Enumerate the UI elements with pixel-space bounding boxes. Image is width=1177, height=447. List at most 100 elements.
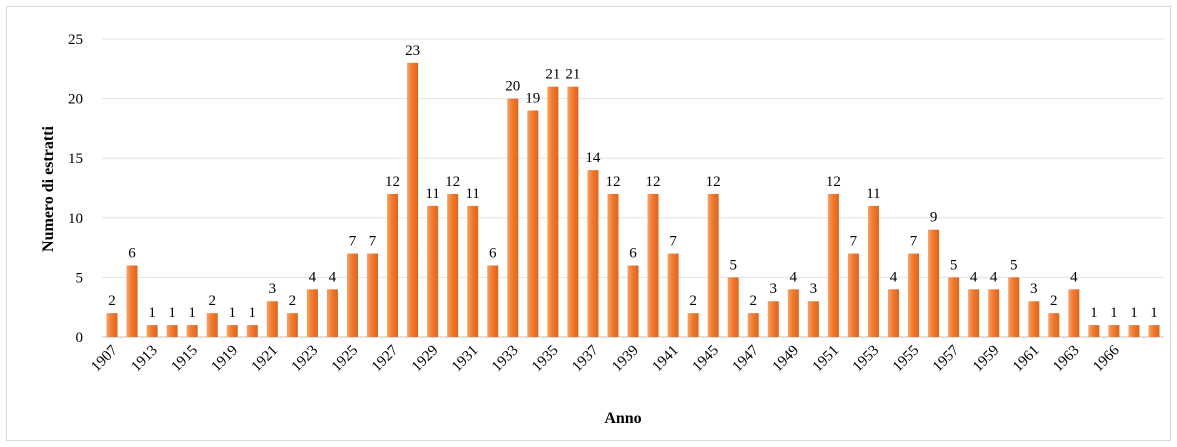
data-label: 12 bbox=[826, 174, 841, 190]
x-tick-label: 1959 bbox=[970, 343, 1003, 376]
data-label: 2 bbox=[1050, 293, 1058, 309]
x-tick-label: 1961 bbox=[1010, 343, 1043, 376]
bar bbox=[1088, 325, 1100, 337]
bar bbox=[427, 205, 439, 337]
bar bbox=[507, 98, 519, 337]
x-tick-label: 1913 bbox=[128, 343, 161, 376]
bar bbox=[727, 277, 739, 337]
y-tick-label: 5 bbox=[76, 270, 84, 286]
data-label: 2 bbox=[289, 293, 297, 309]
data-label: 4 bbox=[890, 269, 898, 285]
x-tick-label: 1927 bbox=[369, 342, 402, 375]
bar bbox=[106, 313, 118, 337]
x-tick-label: 1931 bbox=[449, 343, 482, 376]
bar bbox=[547, 86, 559, 338]
bar bbox=[387, 193, 399, 337]
bar bbox=[326, 289, 338, 337]
bar bbox=[1108, 325, 1120, 337]
bar bbox=[246, 325, 258, 337]
data-label: 4 bbox=[1070, 269, 1078, 285]
bar bbox=[266, 301, 278, 337]
x-tick-label: 1939 bbox=[609, 343, 642, 376]
y-tick-label: 25 bbox=[68, 32, 83, 48]
y-tick-label: 10 bbox=[68, 211, 83, 227]
bar bbox=[407, 62, 419, 338]
bar bbox=[1048, 313, 1060, 337]
bar bbox=[667, 253, 679, 337]
bar bbox=[306, 289, 318, 337]
bar bbox=[1128, 325, 1140, 337]
bar bbox=[968, 289, 980, 337]
data-label: 12 bbox=[646, 174, 661, 190]
bar bbox=[1028, 301, 1040, 337]
data-label: 1 bbox=[168, 305, 176, 321]
bar bbox=[707, 193, 719, 337]
data-label: 1 bbox=[249, 305, 257, 321]
data-label: 1 bbox=[1110, 305, 1118, 321]
bar bbox=[887, 289, 900, 337]
data-label: 11 bbox=[465, 186, 479, 202]
bar bbox=[346, 253, 358, 337]
y-axis-title: Numero di estratti bbox=[40, 126, 57, 252]
x-tick-label: 1941 bbox=[649, 343, 682, 376]
data-label: 23 bbox=[405, 43, 420, 59]
bar bbox=[567, 86, 579, 338]
data-label: 1 bbox=[1130, 305, 1138, 321]
data-label: 6 bbox=[128, 245, 136, 261]
bar bbox=[988, 289, 1000, 337]
data-label: 3 bbox=[770, 281, 778, 297]
data-label: 14 bbox=[585, 150, 601, 166]
y-tick-label: 0 bbox=[76, 330, 84, 346]
data-label: 20 bbox=[505, 79, 520, 95]
bar bbox=[527, 110, 539, 338]
bar bbox=[186, 325, 198, 337]
bar bbox=[867, 205, 879, 337]
data-label: 7 bbox=[910, 234, 918, 250]
bar bbox=[1068, 289, 1080, 337]
bar bbox=[487, 265, 499, 337]
data-label: 5 bbox=[1010, 257, 1018, 273]
x-tick-label: 1949 bbox=[770, 343, 803, 376]
data-label: 21 bbox=[545, 67, 560, 83]
data-label: 7 bbox=[349, 234, 357, 250]
data-label: 4 bbox=[329, 269, 337, 285]
gridlines bbox=[102, 38, 1164, 338]
x-axis-title: Anno bbox=[604, 410, 641, 427]
data-label: 12 bbox=[445, 174, 460, 190]
data-label: 1 bbox=[228, 305, 236, 321]
x-tick-label: 1957 bbox=[930, 342, 963, 375]
x-tick-label: 1963 bbox=[1050, 343, 1083, 376]
data-label: 11 bbox=[425, 186, 439, 202]
x-tick-label: 1929 bbox=[409, 343, 442, 376]
bar bbox=[126, 265, 138, 337]
data-label: 3 bbox=[810, 281, 818, 297]
data-label: 1 bbox=[188, 305, 196, 321]
data-label: 2 bbox=[208, 293, 216, 309]
data-label: 3 bbox=[1030, 281, 1038, 297]
bar bbox=[687, 313, 699, 337]
bar bbox=[747, 313, 759, 337]
bar bbox=[647, 193, 659, 337]
data-label: 2 bbox=[689, 293, 697, 309]
data-label: 1 bbox=[1150, 305, 1158, 321]
data-label: 11 bbox=[866, 186, 880, 202]
data-label: 4 bbox=[970, 269, 978, 285]
data-label: 3 bbox=[269, 281, 277, 297]
bar bbox=[1008, 277, 1020, 337]
y-tick-label: 20 bbox=[68, 92, 83, 108]
x-tick-label: 1933 bbox=[489, 343, 522, 376]
x-tick-label: 1947 bbox=[730, 342, 763, 375]
data-label: 7 bbox=[669, 234, 677, 250]
bar bbox=[366, 253, 379, 337]
data-label: 1 bbox=[1090, 305, 1098, 321]
data-label: 5 bbox=[729, 257, 737, 273]
bar bbox=[847, 253, 859, 337]
x-tick-label: 1955 bbox=[890, 343, 923, 376]
x-tick-label: 1935 bbox=[529, 343, 562, 376]
bars bbox=[106, 62, 1160, 338]
data-label: 6 bbox=[489, 245, 497, 261]
bar bbox=[166, 325, 178, 337]
data-label: 21 bbox=[565, 67, 580, 83]
data-label: 12 bbox=[706, 174, 721, 190]
